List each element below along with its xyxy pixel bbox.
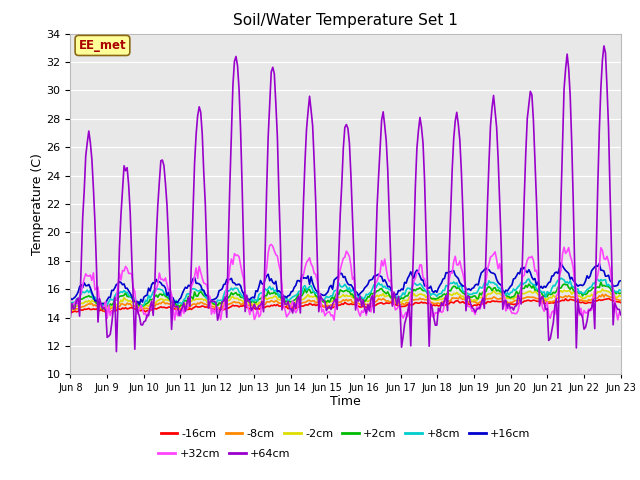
Title: Soil/Water Temperature Set 1: Soil/Water Temperature Set 1 <box>233 13 458 28</box>
Y-axis label: Temperature (C): Temperature (C) <box>31 153 44 255</box>
X-axis label: Time: Time <box>330 395 361 408</box>
Legend: +32cm, +64cm: +32cm, +64cm <box>154 444 295 464</box>
Text: EE_met: EE_met <box>79 39 126 52</box>
